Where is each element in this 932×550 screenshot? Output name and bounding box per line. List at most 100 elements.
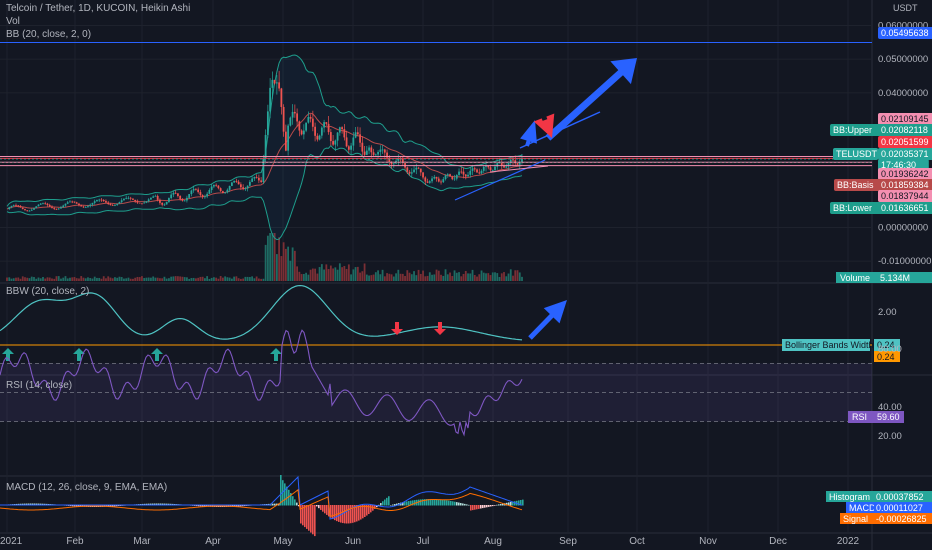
candle-body <box>476 169 478 173</box>
volume-bar <box>30 276 33 281</box>
price-label: TELUSDT <box>836 149 878 159</box>
macd-histogram-bar <box>80 505 82 507</box>
candle-body <box>98 199 101 201</box>
volume-bar <box>518 272 521 281</box>
volume-bar <box>368 275 370 281</box>
candle-body <box>248 181 251 186</box>
candle-body <box>242 187 245 189</box>
volume-bar <box>361 271 364 281</box>
x-tick-label: Nov <box>699 536 717 547</box>
macd-histogram-bar <box>430 499 432 506</box>
volume-bar <box>210 277 213 281</box>
volume-bar <box>219 276 222 281</box>
volume-bar <box>251 276 254 281</box>
volume-bar <box>395 273 397 281</box>
macd-histogram-bar <box>340 505 342 523</box>
macd-histogram-bar <box>496 504 498 506</box>
volume-bar <box>82 277 85 281</box>
volume-bar <box>138 277 141 281</box>
volume-bar <box>208 278 211 281</box>
macd-histogram-bar <box>200 505 202 507</box>
rsi-series-label: RSI <box>852 412 867 422</box>
candle-body <box>440 181 442 183</box>
price-label: 0.01636651 <box>881 203 929 213</box>
macd-histogram-bar <box>474 505 476 510</box>
volume-bar <box>419 273 422 281</box>
macd-histogram-bar <box>428 499 430 506</box>
volume-bar <box>19 278 22 281</box>
macd-histogram-bar <box>378 504 380 506</box>
volume-bar <box>123 278 125 281</box>
bbw-series-label-bg <box>782 339 870 351</box>
trendline-support <box>454 159 546 201</box>
macd-histogram-bar <box>328 505 330 517</box>
candle-body <box>323 122 325 128</box>
volume-bar <box>496 273 499 281</box>
candle-body <box>446 174 449 176</box>
candle-body <box>345 137 348 147</box>
volume-bar <box>35 278 38 281</box>
macd-histogram-bar <box>510 502 512 506</box>
macd-histogram-bar <box>506 502 508 506</box>
macd-histogram-bar <box>324 505 326 514</box>
candle-body <box>24 209 26 211</box>
volume-bar <box>26 277 29 281</box>
candle-body <box>57 208 60 210</box>
macd-histogram-bar <box>454 501 456 506</box>
candle-body <box>28 210 31 212</box>
candle-body <box>188 194 191 198</box>
macd-histogram-bar <box>344 505 346 524</box>
macd-histogram-bar <box>288 489 290 506</box>
candle-body <box>415 167 418 170</box>
candle-body <box>332 141 334 145</box>
candle-body <box>145 201 148 203</box>
candle-body <box>78 203 80 206</box>
volume-bar <box>350 274 352 281</box>
candle-body <box>42 203 44 205</box>
candle-body <box>107 202 110 205</box>
volume-bar <box>413 271 415 281</box>
volume-bar <box>327 269 330 281</box>
candle-body <box>521 158 523 163</box>
macd-histogram-bar <box>512 501 514 506</box>
volume-bar <box>177 276 179 281</box>
candle-body <box>422 172 424 178</box>
volume-bar <box>397 269 400 281</box>
candle-body <box>221 191 224 193</box>
macd-histogram-bar <box>336 505 338 522</box>
volume-bar <box>262 278 265 281</box>
candle-body <box>503 165 505 168</box>
candle-body <box>64 203 67 206</box>
volume-bar <box>377 270 379 281</box>
macd-histogram-bar <box>380 503 382 506</box>
price-label-bg <box>878 124 932 136</box>
volume-label: Volume <box>840 273 870 283</box>
macd-histogram-bar <box>420 499 422 506</box>
bb-basis-line <box>6 112 523 210</box>
volume-bar <box>221 277 224 281</box>
price-label-bg <box>878 27 932 39</box>
macd-label-bg <box>826 491 883 502</box>
candle-body <box>264 134 267 159</box>
macd-histogram-bar <box>500 504 502 506</box>
volume-bar <box>408 272 411 281</box>
volume-bar <box>21 276 24 281</box>
macd-histogram-bar <box>278 503 280 506</box>
candle-body <box>154 195 157 197</box>
x-tick-label: Feb <box>66 536 84 547</box>
price-label-bg <box>878 136 932 148</box>
candle-body <box>179 195 182 199</box>
candle-body <box>494 166 496 171</box>
volume-bar <box>186 277 188 281</box>
candle-body <box>377 151 379 155</box>
macd-histogram-bar <box>320 505 322 510</box>
candle-body <box>356 132 359 135</box>
volume-bar <box>260 278 263 281</box>
candle-body <box>329 132 332 142</box>
candle-body <box>109 204 112 206</box>
volume-bar <box>188 278 191 281</box>
candle-body <box>451 176 454 180</box>
volume-bar <box>278 237 281 281</box>
volume-bar <box>150 277 152 281</box>
